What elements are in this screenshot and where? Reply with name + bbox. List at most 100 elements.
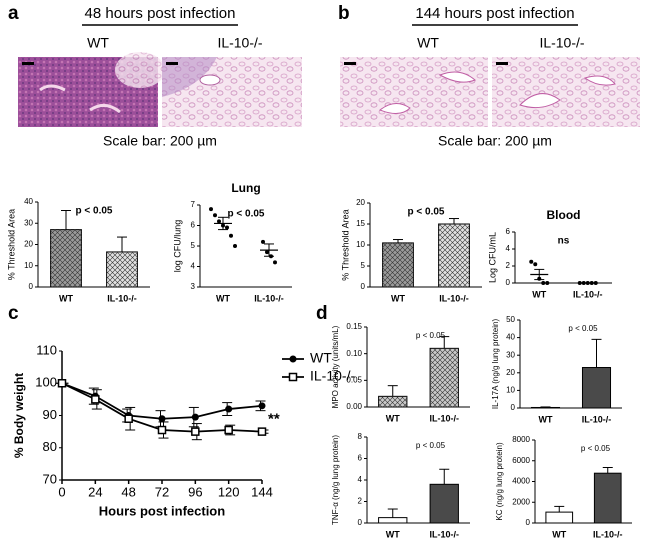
data-point bbox=[91, 395, 100, 404]
data-point bbox=[273, 260, 277, 265]
y-tick-label: 20 bbox=[506, 368, 515, 377]
scale-bar-label: Scale bar: 200 µm bbox=[438, 133, 552, 149]
scale-bar-label: Scale bar: 200 µm bbox=[103, 133, 217, 149]
annotation: p < 0.05 bbox=[581, 444, 611, 453]
y-tick-label: 4 bbox=[506, 244, 511, 253]
annotation: p < 0.05 bbox=[416, 331, 446, 340]
y-tick-label: 6 bbox=[506, 227, 511, 236]
y-tick-label: 110 bbox=[36, 342, 57, 357]
y-axis-label: Log CFU/mL bbox=[487, 232, 497, 283]
data-point bbox=[124, 414, 133, 423]
histology-image bbox=[18, 52, 165, 127]
data-point bbox=[158, 415, 166, 423]
bar-hatch bbox=[438, 224, 470, 287]
data-point bbox=[191, 413, 199, 421]
x-tick-label: WT bbox=[532, 289, 546, 299]
y-tick-label: 5 bbox=[191, 241, 196, 250]
data-point bbox=[213, 213, 217, 218]
legend-label: IL-10-/- bbox=[310, 368, 355, 384]
histology-image bbox=[492, 57, 640, 127]
y-tick-label: 15 bbox=[356, 219, 365, 228]
y-tick-label: 100 bbox=[35, 375, 57, 390]
y-tick-label: 80 bbox=[43, 439, 57, 454]
y-tick-label: 4 bbox=[358, 475, 363, 484]
y-tick-label: 70 bbox=[43, 471, 57, 486]
y-tick-label: 4 bbox=[191, 262, 196, 271]
y-tick-label: 0.05 bbox=[346, 375, 362, 384]
y-tick-label: 10 bbox=[356, 240, 365, 249]
y-axis-label: TNF-α (ng/g lung protein) bbox=[331, 435, 340, 525]
panel-heading: 144 hours post infection bbox=[415, 5, 574, 22]
data-point bbox=[233, 244, 237, 248]
bar bbox=[378, 517, 408, 524]
data-point bbox=[257, 427, 267, 436]
x-tick-label: 24 bbox=[88, 484, 102, 499]
y-tick-label: 8 bbox=[358, 432, 363, 441]
y-axis-label: % Threshold Area bbox=[6, 209, 16, 280]
x-tick-label: IL-10-/- bbox=[582, 414, 612, 424]
y-tick-label: 10 bbox=[24, 261, 33, 270]
y-tick-label: 0.15 bbox=[346, 322, 362, 331]
chart-title: Blood bbox=[547, 208, 581, 222]
y-tick-label: 5 bbox=[361, 261, 366, 270]
data-point bbox=[545, 281, 550, 285]
column-label: WT bbox=[87, 35, 109, 51]
data-point bbox=[224, 425, 233, 435]
data-point bbox=[541, 281, 546, 285]
histology-image bbox=[340, 57, 488, 127]
y-tick-label: 50 bbox=[506, 315, 515, 324]
y-axis-label: IL-17A (ng/g lung protein) bbox=[491, 319, 500, 410]
bar-hatch bbox=[382, 242, 414, 287]
annotation: ** bbox=[268, 411, 280, 428]
annotation: ns bbox=[558, 236, 570, 247]
data-point bbox=[209, 207, 213, 212]
bar-hatch bbox=[50, 229, 82, 287]
data-point bbox=[217, 219, 221, 224]
bar bbox=[581, 367, 612, 409]
panel-label: d bbox=[316, 303, 328, 324]
data-point bbox=[57, 379, 67, 388]
y-tick-label: 0 bbox=[506, 278, 511, 287]
y-tick-label: 0 bbox=[29, 282, 34, 291]
y-tick-label: 0.00 bbox=[346, 402, 362, 411]
y-axis-label: KC (ng/g lung protein) bbox=[495, 442, 504, 521]
y-tick-label: 3 bbox=[191, 282, 196, 291]
y-tick-label: 30 bbox=[24, 218, 33, 227]
column-label: IL-10-/- bbox=[539, 35, 584, 51]
legend-label: WT bbox=[310, 350, 332, 366]
column-label: IL-10-/- bbox=[217, 35, 262, 51]
y-tick-label: 8000 bbox=[512, 435, 530, 444]
bar bbox=[593, 472, 622, 524]
data-point bbox=[229, 233, 233, 238]
y-tick-label: 90 bbox=[43, 407, 57, 422]
y-tick-label: 2 bbox=[358, 497, 363, 506]
y-tick-label: 6 bbox=[191, 221, 196, 230]
annotation: p < 0.05 bbox=[228, 209, 265, 220]
y-tick-label: 0.10 bbox=[346, 349, 362, 358]
data-point bbox=[261, 239, 265, 244]
bar-hatch bbox=[106, 251, 138, 287]
x-tick-label: IL-10-/- bbox=[573, 289, 603, 299]
y-tick-label: 2000 bbox=[512, 497, 530, 506]
panel-label: a bbox=[8, 3, 19, 24]
y-axis-label: MPO activity (units/mL) bbox=[331, 325, 340, 408]
y-tick-label: 6000 bbox=[512, 456, 530, 465]
x-tick-label: WT bbox=[216, 293, 230, 303]
series-line bbox=[61, 382, 263, 433]
y-tick-label: 20 bbox=[24, 240, 33, 249]
y-tick-label: 0 bbox=[358, 518, 363, 527]
data-point bbox=[225, 405, 233, 413]
data-point bbox=[258, 402, 266, 410]
y-tick-label: 40 bbox=[24, 197, 33, 206]
x-tick-label: IL-10-/- bbox=[593, 529, 623, 539]
y-tick-label: 10 bbox=[506, 386, 515, 395]
panel-label: b bbox=[338, 3, 350, 24]
x-tick-label: 48 bbox=[121, 484, 135, 499]
x-tick-label: WT bbox=[59, 293, 73, 303]
y-tick-label: 2 bbox=[506, 261, 511, 270]
x-tick-label: IL-10-/- bbox=[429, 529, 459, 539]
y-tick-label: 6 bbox=[358, 454, 363, 463]
legend-marker bbox=[289, 355, 297, 363]
x-tick-label: WT bbox=[386, 413, 400, 423]
